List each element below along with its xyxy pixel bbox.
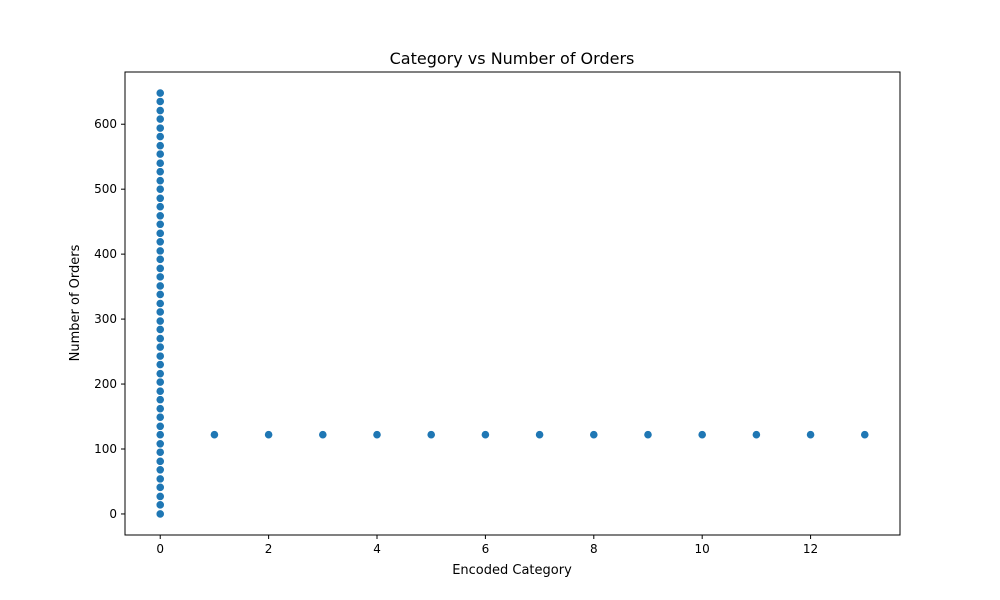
x-tick-label: 8 bbox=[590, 542, 598, 556]
data-point bbox=[697, 430, 707, 440]
data-point bbox=[209, 430, 220, 440]
data-point bbox=[155, 456, 165, 466]
data-point bbox=[155, 228, 165, 238]
data-point bbox=[372, 430, 382, 440]
x-tick-label: 0 bbox=[156, 542, 164, 556]
data-point bbox=[155, 96, 165, 107]
x-tick-label: 4 bbox=[373, 542, 381, 556]
ticks-layer: 0 2 4 6 8 10 12 0 100 200 300 400 500 600 bbox=[94, 117, 818, 556]
x-tick-label: 2 bbox=[265, 542, 273, 556]
data-point bbox=[155, 500, 165, 510]
data-point bbox=[751, 430, 761, 440]
data-point bbox=[155, 430, 165, 440]
data-point bbox=[155, 351, 165, 361]
data-point bbox=[155, 105, 165, 116]
data-point bbox=[155, 158, 165, 168]
data-point bbox=[155, 289, 165, 300]
x-tick-label: 10 bbox=[695, 542, 710, 556]
y-tick-label: 500 bbox=[94, 182, 117, 196]
y-tick-label: 100 bbox=[94, 442, 117, 456]
data-point bbox=[155, 254, 165, 264]
data-point bbox=[155, 324, 165, 335]
data-point bbox=[155, 246, 165, 256]
data-point bbox=[155, 491, 165, 502]
data-point bbox=[155, 237, 165, 247]
data-point bbox=[155, 149, 165, 159]
data-point bbox=[155, 88, 165, 98]
data-point bbox=[155, 395, 165, 405]
y-tick-label: 400 bbox=[94, 247, 117, 261]
data-point bbox=[155, 176, 165, 186]
data-point bbox=[155, 131, 165, 142]
data-point bbox=[155, 342, 165, 352]
y-tick-label: 300 bbox=[94, 312, 117, 326]
plot-frame bbox=[124, 71, 901, 536]
y-axis-label: Number of Orders bbox=[68, 244, 83, 361]
data-point bbox=[426, 430, 436, 440]
data-point bbox=[155, 465, 165, 475]
data-point bbox=[155, 193, 165, 203]
data-point bbox=[480, 430, 491, 440]
data-point bbox=[155, 219, 165, 229]
data-point bbox=[318, 430, 328, 440]
data-point bbox=[155, 377, 165, 387]
data-point bbox=[155, 211, 165, 221]
data-point bbox=[155, 184, 165, 194]
data-point bbox=[534, 430, 545, 440]
data-point bbox=[155, 439, 165, 449]
data-point bbox=[155, 421, 165, 431]
chart-title: Category vs Number of Orders bbox=[390, 49, 635, 68]
data-point bbox=[643, 430, 653, 440]
data-point bbox=[155, 307, 165, 317]
points-layer bbox=[155, 88, 870, 519]
data-point bbox=[155, 202, 165, 212]
y-tick-label: 600 bbox=[94, 117, 117, 131]
data-point bbox=[155, 509, 165, 519]
data-point bbox=[155, 141, 165, 151]
data-point bbox=[155, 281, 165, 291]
data-point bbox=[155, 316, 165, 326]
data-point bbox=[155, 333, 165, 344]
data-point bbox=[805, 430, 816, 440]
x-axis-label: Encoded Category bbox=[452, 563, 572, 578]
y-tick-label: 0 bbox=[109, 507, 117, 521]
data-point bbox=[155, 474, 165, 484]
x-tick-label: 6 bbox=[482, 542, 490, 556]
data-point bbox=[155, 123, 165, 133]
y-tick-label: 200 bbox=[94, 377, 117, 391]
data-point bbox=[155, 482, 165, 492]
data-point bbox=[860, 430, 870, 440]
data-point bbox=[155, 412, 165, 422]
data-point bbox=[264, 430, 274, 440]
data-point bbox=[589, 430, 599, 440]
data-point bbox=[155, 386, 165, 396]
x-tick-label: 12 bbox=[803, 542, 818, 556]
data-point bbox=[155, 263, 165, 274]
data-point bbox=[155, 167, 165, 177]
data-point bbox=[155, 298, 165, 309]
data-point bbox=[155, 404, 165, 414]
data-point bbox=[155, 114, 165, 124]
data-point bbox=[155, 359, 165, 370]
data-point bbox=[155, 272, 165, 282]
data-point bbox=[155, 447, 165, 457]
data-point bbox=[155, 369, 165, 379]
